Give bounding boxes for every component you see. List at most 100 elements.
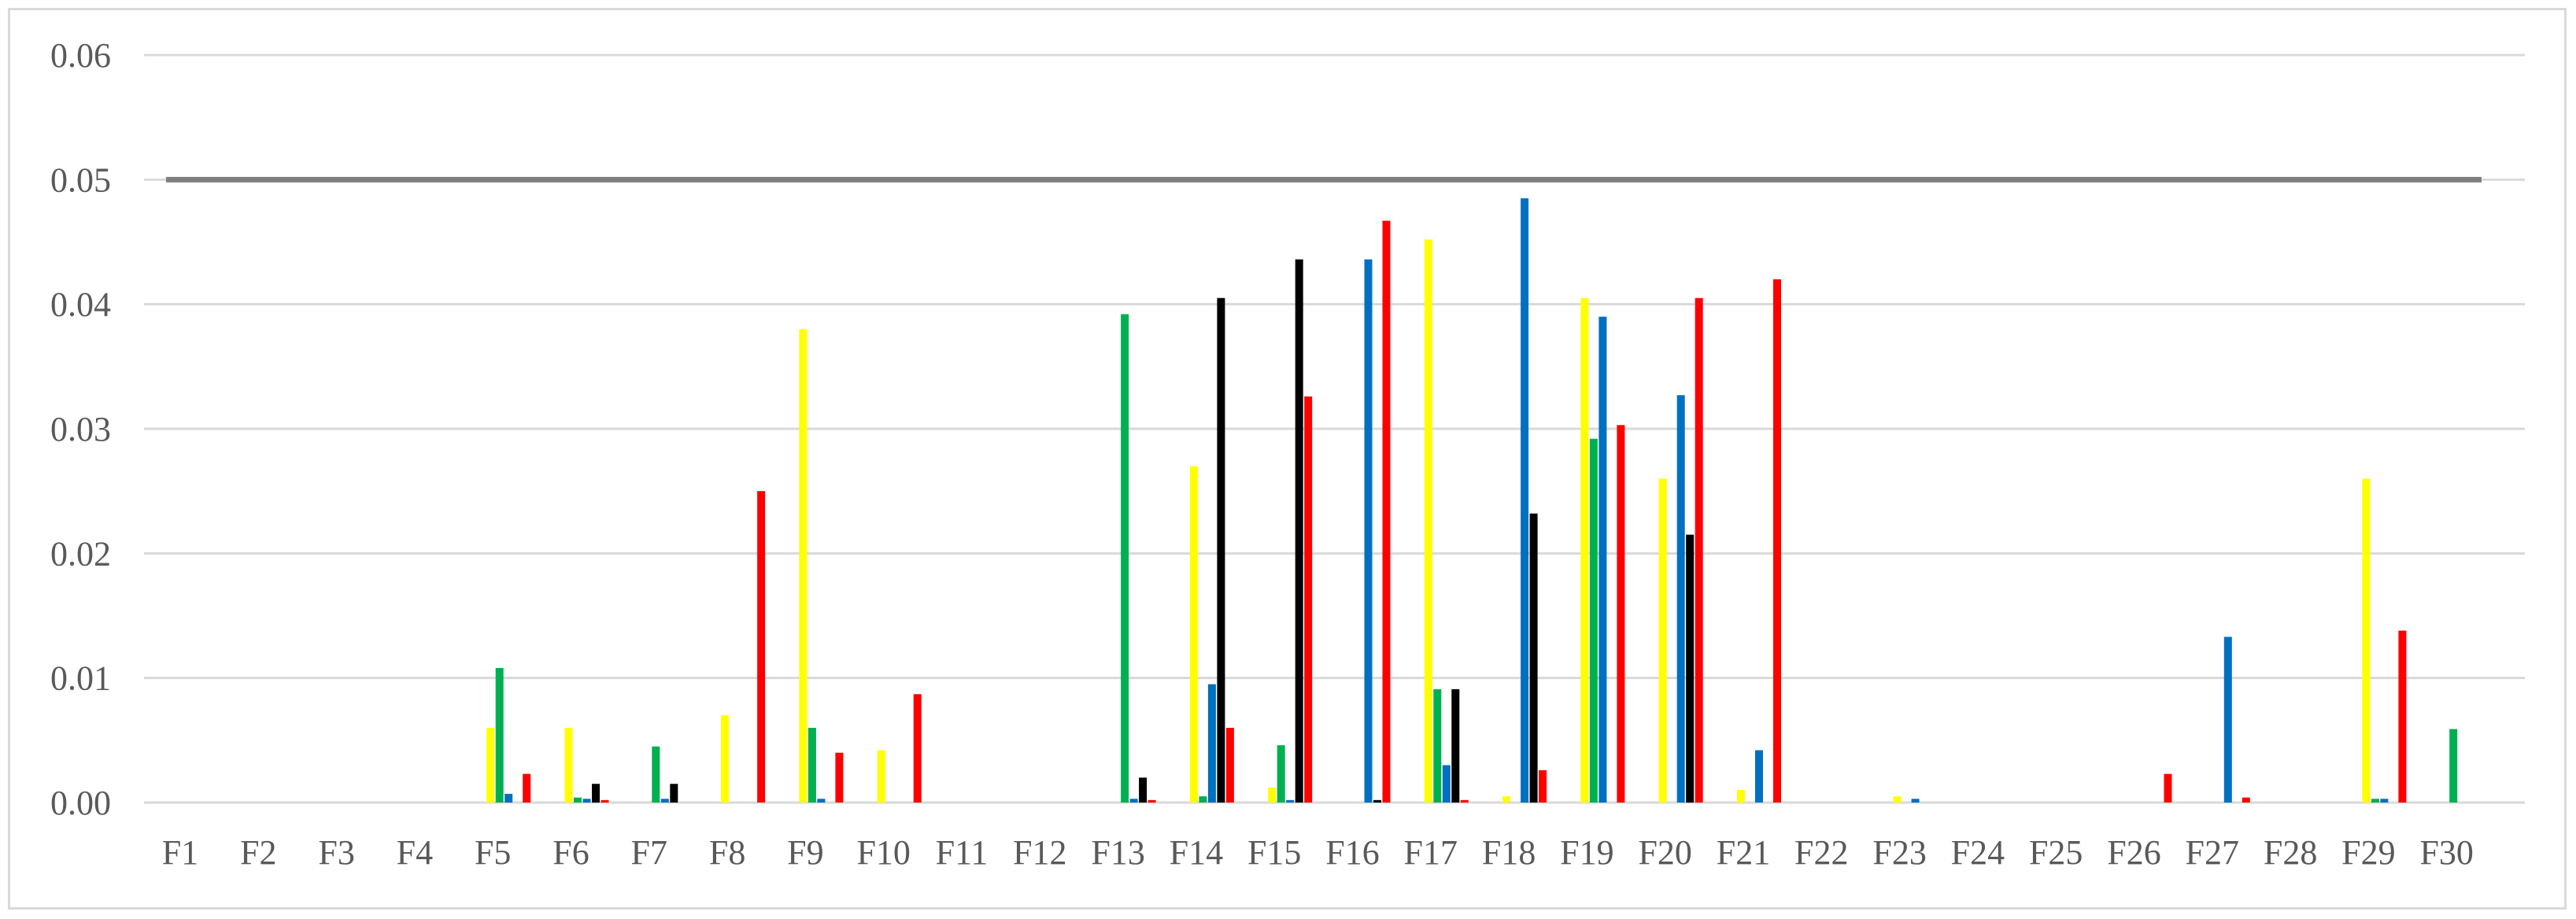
y-tick-label: 0.00 [50, 784, 111, 822]
x-tick-label: F17 [1404, 833, 1458, 872]
bar [1502, 796, 1511, 803]
x-tick-label: F21 [1717, 833, 1770, 872]
bar [670, 784, 678, 803]
bar [2371, 799, 2379, 803]
bar [808, 728, 816, 803]
bar [1580, 297, 1589, 803]
x-tick-label: F2 [240, 833, 276, 872]
bar [2223, 637, 2232, 803]
bar [1424, 239, 1432, 803]
bar [1225, 728, 1234, 803]
bar [1373, 799, 1381, 803]
bar [1676, 395, 1685, 803]
bar [1199, 796, 1207, 803]
x-tick-label: F25 [2029, 833, 2083, 872]
bar-chart: 0.000.010.020.030.040.050.06 F1 F2 F3 F4 F5 F… [50, 36, 2525, 872]
x-tick-label: F5 [475, 833, 511, 872]
bar [1773, 279, 1781, 803]
x-tick-label: F8 [709, 833, 745, 872]
bar [523, 773, 531, 803]
x-tick-label: F22 [1794, 833, 1848, 872]
y-tick-label: 0.01 [50, 659, 111, 698]
x-tick-label: F27 [2186, 833, 2239, 872]
bar [877, 750, 885, 803]
x-tick-label: F16 [1325, 833, 1379, 872]
x-tick-label: F11 [936, 833, 989, 872]
bar [2398, 630, 2407, 803]
bar [1755, 750, 1763, 803]
x-tick-label: F28 [2264, 833, 2317, 872]
y-tick-label: 0.03 [50, 410, 111, 448]
bar [1148, 799, 1156, 803]
bar [1189, 466, 1198, 803]
x-tick-label: F30 [2419, 833, 2473, 872]
bar [1658, 478, 1667, 803]
bar [1589, 438, 1598, 803]
x-tick-label: F14 [1170, 833, 1223, 872]
bar [1911, 799, 1920, 803]
bar [660, 799, 669, 803]
x-tick-label: F26 [2107, 833, 2160, 872]
x-tick-label: F19 [1560, 833, 1613, 872]
bar [1139, 777, 1148, 803]
chart-frame: 0.00 0.01 0.02 0.03 0.04 0.05 0.06 F1 F2 F3 F4 F5 F… [8, 8, 2567, 910]
x-tick-label: F15 [1247, 833, 1301, 872]
bar [574, 797, 582, 803]
x-tick-label: F12 [1013, 833, 1066, 872]
bar [582, 799, 591, 803]
x-tick-label: F7 [631, 833, 667, 872]
bar [757, 491, 766, 803]
bar [1129, 799, 1138, 803]
x-tick-label: F13 [1091, 833, 1144, 872]
bar [1521, 198, 1529, 803]
x-tick-label: F9 [787, 833, 823, 872]
bar [1686, 534, 1695, 803]
bar [1286, 799, 1295, 803]
bar [1121, 314, 1129, 803]
bar [1217, 297, 1225, 803]
x-tick-label: F18 [1482, 833, 1536, 872]
bar [592, 784, 600, 803]
bar [721, 715, 730, 803]
bars [486, 198, 2458, 803]
bar [1295, 259, 1303, 803]
bar [486, 728, 495, 803]
bar [913, 694, 922, 803]
bar [1442, 765, 1451, 803]
bar [1460, 799, 1469, 803]
bar [1433, 688, 1442, 803]
bar [1893, 796, 1902, 803]
x-tick-label: F10 [856, 833, 910, 872]
bar [1364, 259, 1373, 803]
bar [1207, 684, 1216, 803]
y-tick-label: 0.06 [50, 36, 111, 75]
bar [1529, 513, 1538, 803]
x-axis-ticks: F1 F2 F3 F4 F5 F6 F7 F8 F9 F10 F11 F12 F13 F14 F15 F16 F… [162, 833, 2474, 872]
y-tick-label: 0.02 [50, 534, 111, 573]
y-tick-label: 0.04 [50, 286, 111, 324]
bar [504, 793, 513, 803]
bar [1268, 788, 1277, 803]
bar [1695, 297, 1703, 803]
x-tick-label: F20 [1638, 833, 1691, 872]
x-tick-label: F1 [162, 833, 198, 872]
x-tick-label: F23 [1872, 833, 1926, 872]
bar [495, 668, 504, 803]
bar [601, 799, 609, 803]
bar [2242, 797, 2250, 803]
bar [1539, 770, 1547, 803]
bar [1382, 220, 1391, 803]
bar [2380, 799, 2389, 803]
bar [1737, 790, 1745, 803]
x-tick-label: F29 [2341, 833, 2395, 872]
bar [1617, 425, 1625, 803]
x-tick-label: F24 [1951, 833, 2005, 872]
y-axis-ticks: 0.00 0.01 0.02 0.03 0.04 0.05 0.06 [50, 36, 111, 822]
x-tick-label: F3 [318, 833, 354, 872]
bar [564, 728, 573, 803]
bar [1598, 316, 1607, 803]
bar [1304, 396, 1313, 803]
x-tick-label: F6 [553, 833, 589, 872]
bar [2449, 729, 2458, 803]
bar [799, 329, 808, 803]
